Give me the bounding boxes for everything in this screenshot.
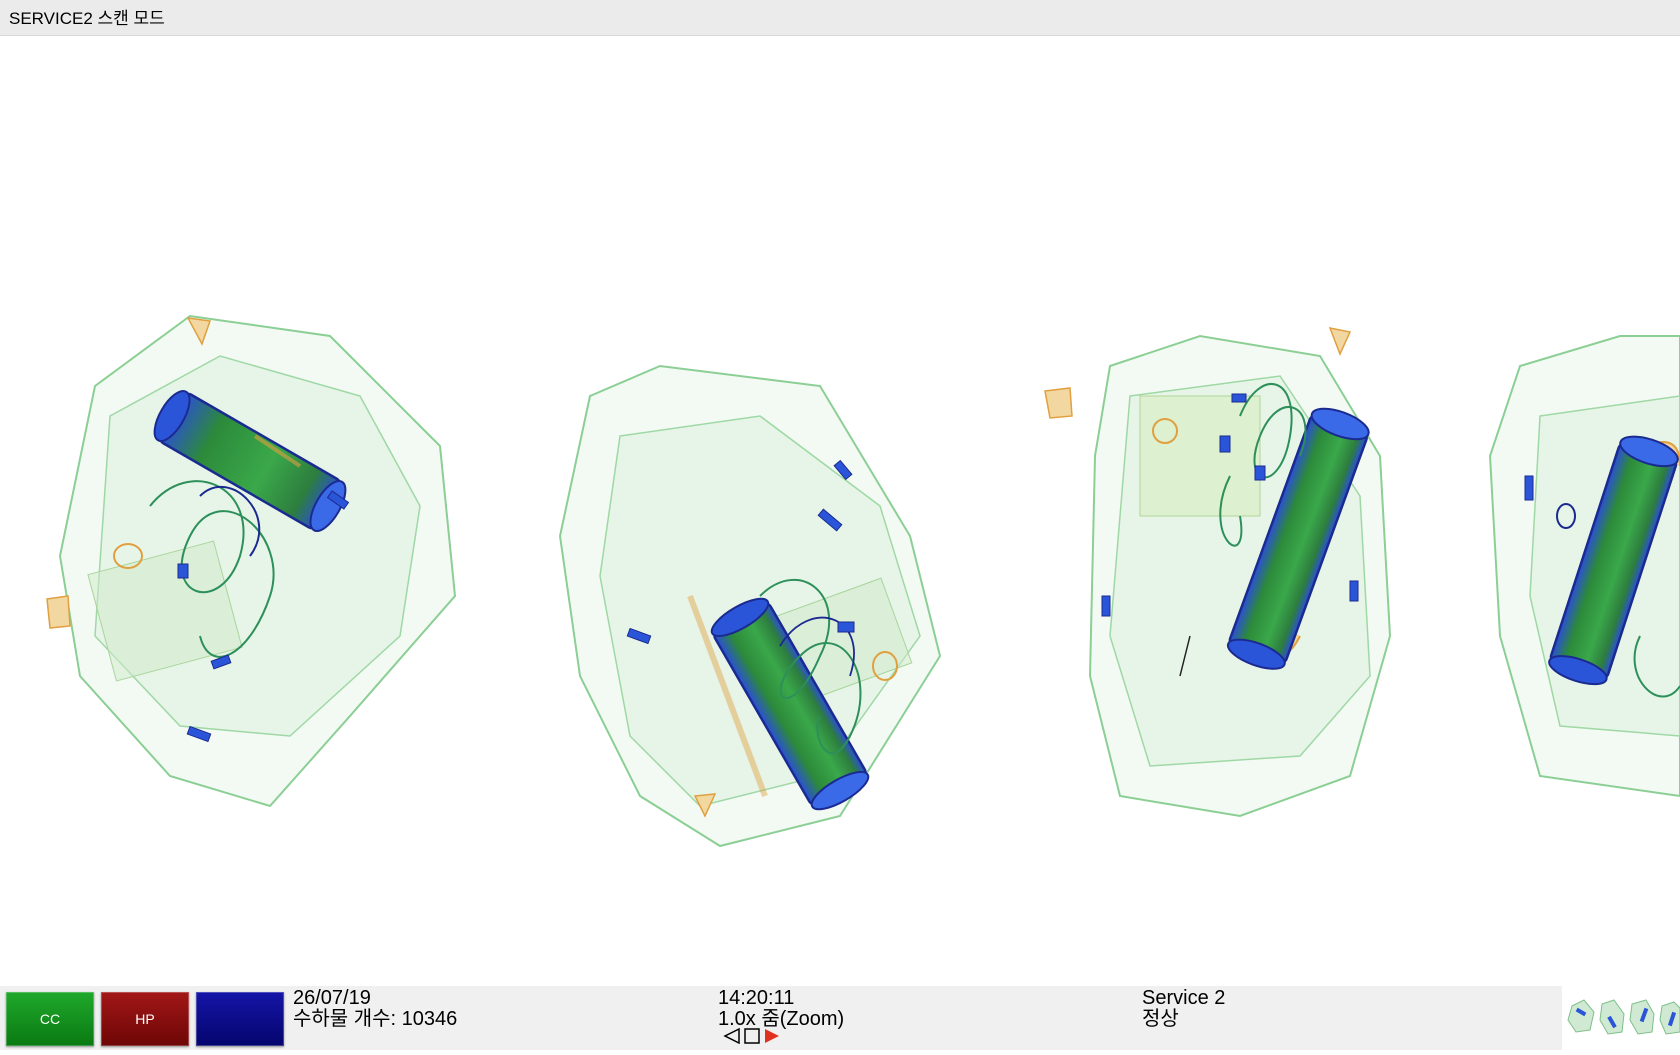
xray-scan-view[interactable] xyxy=(0,36,1680,986)
thumbnail-bag-2[interactable] xyxy=(1599,999,1625,1035)
baggage-count: 수하물 개수: 10346 xyxy=(293,1008,458,1030)
scanned-bag-2 xyxy=(558,364,942,848)
thumbnail-bag-4[interactable] xyxy=(1659,1001,1680,1035)
window-title: SERVICE2 스캔 모드 xyxy=(9,9,165,28)
service-name: Service 2 xyxy=(1142,987,1226,1009)
xray-image xyxy=(46,314,1680,848)
blue-button[interactable] xyxy=(196,992,284,1046)
title-bar: SERVICE2 스캔 모드 xyxy=(0,0,1680,36)
square-icon[interactable] xyxy=(743,1027,761,1049)
playback-controls xyxy=(723,1027,781,1049)
scanned-bag-3 xyxy=(1044,326,1392,818)
zoom-level: 1.0x 줌(Zoom) xyxy=(718,1008,845,1030)
triangle-left-icon[interactable] xyxy=(723,1027,741,1049)
system-state: 정상 xyxy=(1142,1008,1179,1030)
thumbnail-bag-1[interactable] xyxy=(1567,999,1595,1033)
bag-thumbnail-strip[interactable] xyxy=(1562,986,1680,1050)
scanned-bag-1 xyxy=(46,314,457,808)
status-time: 14:20:11 xyxy=(718,987,795,1009)
status-bar: CC HP 26/07/19 수하물 개수: 10346 14:20:11 1.… xyxy=(0,986,1562,1050)
scanned-bag-4 xyxy=(1488,335,1680,798)
cc-button[interactable]: CC xyxy=(6,992,94,1046)
status-date: 26/07/19 xyxy=(293,987,371,1009)
play-icon[interactable] xyxy=(763,1028,781,1049)
hp-button[interactable]: HP xyxy=(101,992,189,1046)
thumbnail-bag-3[interactable] xyxy=(1629,999,1655,1035)
